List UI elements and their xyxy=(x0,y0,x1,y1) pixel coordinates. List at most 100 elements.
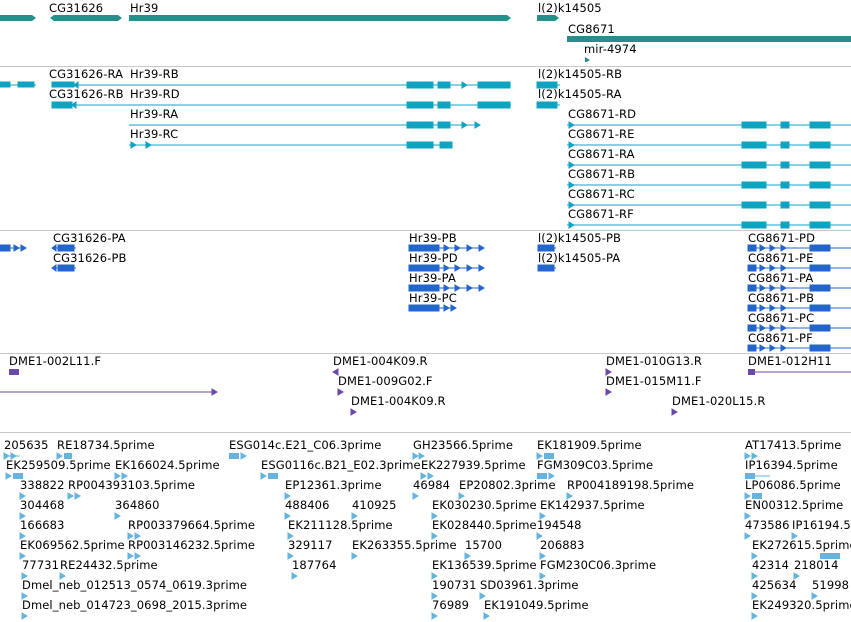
est-label[interactable]: EK259509.5prime xyxy=(6,458,111,472)
est-label[interactable]: EK191049.5prime xyxy=(484,598,589,612)
est-label[interactable]: EK028440.5prime xyxy=(432,518,537,532)
est-label[interactable]: 206883 xyxy=(540,538,585,552)
est-label[interactable]: EK263355.5prime xyxy=(352,538,457,552)
transcript-label[interactable]: CG8671-RD xyxy=(568,107,637,121)
est-label[interactable]: 190731 xyxy=(432,578,477,592)
est-label[interactable]: 194548 xyxy=(537,518,582,532)
gene-bar xyxy=(537,15,559,21)
protein-label[interactable]: CG8671-PD xyxy=(748,231,816,245)
gene-label[interactable]: l(2)k14505 xyxy=(538,1,602,15)
transcripts-glyphs xyxy=(0,81,851,229)
est-label[interactable]: FGM309C03.5prime xyxy=(537,458,654,472)
est-label[interactable]: 364860 xyxy=(115,498,160,512)
est-label[interactable]: EK069562.5prime xyxy=(20,538,125,552)
est-label[interactable]: GH23566.5prime xyxy=(413,438,514,452)
protein-label[interactable]: Hr39-PB xyxy=(409,231,457,245)
protein-label[interactable]: Hr39-PD xyxy=(409,251,458,265)
gene-label[interactable]: Hr39 xyxy=(130,1,159,15)
est-label[interactable]: FGM230C06.3prime xyxy=(540,558,657,572)
est-label[interactable]: 187764 xyxy=(292,558,337,572)
transcript-label[interactable]: CG31626-RB xyxy=(49,87,124,101)
est-label[interactable]: IP16394.5prime xyxy=(745,458,838,472)
transcript-label[interactable]: Hr39-RD xyxy=(130,87,180,101)
est-label[interactable]: EK249320.5prime xyxy=(752,598,851,612)
est-label[interactable]: 304468 xyxy=(20,498,65,512)
protein-label[interactable]: CG8671-PA xyxy=(748,271,814,285)
est-label[interactable]: 410925 xyxy=(352,498,397,512)
clone-label[interactable]: DME1-010G13.R xyxy=(606,354,702,368)
gene-label[interactable]: CG8671 xyxy=(568,22,615,36)
transcript-label[interactable]: CG8671-RE xyxy=(568,127,635,141)
est-label[interactable]: EK211128.5prime xyxy=(288,518,393,532)
est-label[interactable]: 76989 xyxy=(432,598,470,612)
transcript-label[interactable]: CG8671-RF xyxy=(568,207,634,221)
transcript-label[interactable]: Hr39-RA xyxy=(130,107,179,121)
clone-label[interactable]: DME1-020L15.R xyxy=(672,394,766,408)
transcript-label[interactable]: CG8671-RA xyxy=(568,147,635,161)
est-label[interactable]: 46984 xyxy=(413,478,451,492)
transcript-label[interactable]: l(2)k14505-RA xyxy=(538,87,622,101)
protein-label[interactable]: CG8671-PC xyxy=(748,311,815,325)
est-label[interactable]: 15700 xyxy=(465,538,503,552)
clone-label[interactable]: DME1-009G02.F xyxy=(338,374,433,388)
est-label[interactable]: 473586 xyxy=(745,518,790,532)
est-label[interactable]: Dmel_neb_014723_0698_2015.3prime xyxy=(22,598,248,612)
transcript-label[interactable]: CG8671-RC xyxy=(568,187,635,201)
est-label[interactable]: LP06086.5prime xyxy=(745,478,841,492)
proteins-glyphs xyxy=(0,244,851,352)
protein-label[interactable]: CG31626-PA xyxy=(53,231,126,245)
est-label[interactable]: IP16194.5p xyxy=(792,518,851,532)
transcript-label[interactable]: CG8671-RB xyxy=(568,167,636,181)
est-label[interactable]: Dmel_neb_012513_0574_0619.3prime xyxy=(22,578,248,592)
est-label[interactable]: ESG014c.E21_C06.3prime xyxy=(229,438,382,452)
est-label[interactable]: 166683 xyxy=(20,518,65,532)
transcript-label[interactable]: Hr39-RC xyxy=(130,127,179,141)
est-label[interactable]: AT17413.5prime xyxy=(745,438,842,452)
est-label[interactable]: RP003379664.5prime xyxy=(128,518,256,532)
protein-label[interactable]: Hr39-PA xyxy=(409,271,456,285)
transcript-label[interactable]: CG31626-RA xyxy=(49,67,124,81)
est-label[interactable]: 338822 xyxy=(20,478,65,492)
clone-label[interactable]: DME1-015M11.F xyxy=(606,374,702,388)
protein-label[interactable]: CG8671-PB xyxy=(748,291,815,305)
protein-label[interactable]: CG31626-PB xyxy=(53,251,127,265)
transcript-label[interactable]: l(2)k14505-RB xyxy=(538,67,623,81)
transcript-label[interactable]: Hr39-RB xyxy=(130,67,179,81)
est-label[interactable]: 329117 xyxy=(288,538,333,552)
est-label[interactable]: SD03961.3prime xyxy=(480,578,579,592)
est-label[interactable]: ESG0116c.B21_E02.3prime xyxy=(261,458,421,472)
est-label[interactable]: EN00312.5prime xyxy=(745,498,844,512)
protein-label[interactable]: CG8671-PF xyxy=(748,331,813,345)
est-label[interactable]: RP004189198.5prime xyxy=(567,478,695,492)
est-label[interactable]: 425634 xyxy=(752,578,797,592)
clone-label[interactable]: DME1-012H11 xyxy=(748,354,832,368)
est-label[interactable]: RE24432.5prime xyxy=(60,558,158,572)
est-label[interactable]: 205635 xyxy=(4,438,49,452)
est-label[interactable]: EK136539.5prime xyxy=(432,558,537,572)
est-label[interactable]: EP12361.3prime xyxy=(285,478,382,492)
est-label[interactable]: EK272615.5prime xyxy=(752,538,851,552)
est-label[interactable]: EK030230.5prime xyxy=(432,498,537,512)
est-label[interactable]: RE18734.5prime xyxy=(57,438,155,452)
est-label[interactable]: EP20802.3prime xyxy=(459,478,556,492)
gene-label[interactable]: CG31626 xyxy=(49,1,104,15)
est-label[interactable]: 488406 xyxy=(285,498,330,512)
est-label[interactable]: EK142937.5prime xyxy=(540,498,645,512)
est-label[interactable]: EK181909.5prime xyxy=(537,438,642,452)
clone-label[interactable]: DME1-004K09.R xyxy=(351,394,446,408)
est-label[interactable]: RP003146232.5prime xyxy=(128,538,256,552)
protein-label[interactable]: Hr39-PC xyxy=(409,291,457,305)
est-label[interactable]: 42314 xyxy=(752,558,790,572)
protein-label[interactable]: CG8671-PE xyxy=(748,251,814,265)
est-label[interactable]: EK227939.5prime xyxy=(421,458,526,472)
est-label[interactable]: 218014 xyxy=(794,558,839,572)
est-label[interactable]: EK166024.5prime xyxy=(115,458,220,472)
protein-label[interactable]: l(2)k14505-PB xyxy=(538,231,622,245)
est-label[interactable]: 77731 xyxy=(22,558,60,572)
est-label[interactable]: RP004393103.5prime xyxy=(68,478,196,492)
clone-label[interactable]: DME1-002L11.F xyxy=(9,354,102,368)
clone-label[interactable]: DME1-004K09.R xyxy=(333,354,428,368)
gene-label[interactable]: mir-4974 xyxy=(584,42,637,56)
est-label[interactable]: 51998 xyxy=(812,578,850,592)
protein-label[interactable]: l(2)k14505-PA xyxy=(538,251,621,265)
